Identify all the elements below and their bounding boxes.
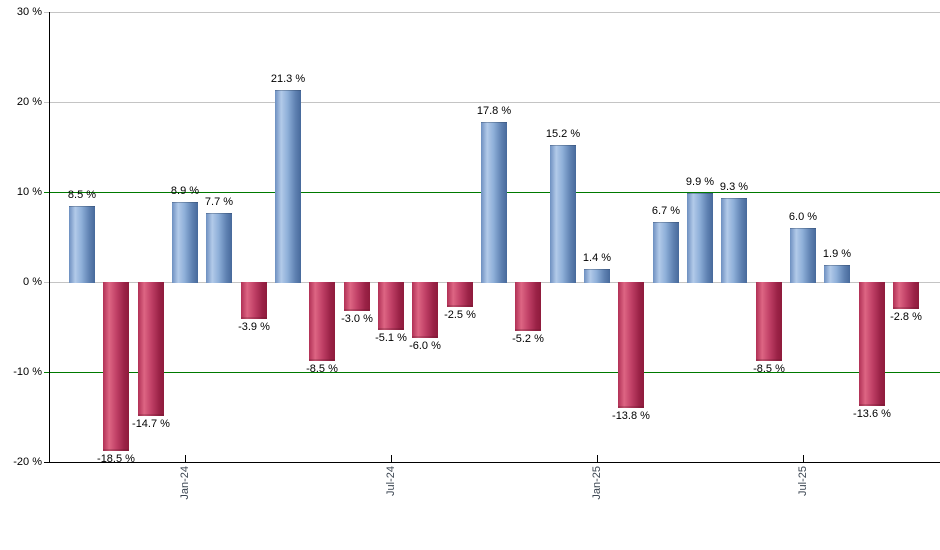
bar-18 <box>653 221 679 283</box>
bar-value-label-12: -2.5 % <box>444 308 476 321</box>
gridline-20 <box>44 102 940 103</box>
bar-value-label-6: -3.9 % <box>238 321 270 334</box>
x-tick-Jan-25 <box>597 455 598 463</box>
bar-13 <box>481 121 507 283</box>
bar-8 <box>309 282 335 361</box>
bar-value-label-17: -13.8 % <box>612 410 650 423</box>
x-axis-label-text: Jul-24 <box>385 466 397 496</box>
bar-25 <box>893 282 919 310</box>
bar-value-label-25: -2.8 % <box>890 311 922 324</box>
bar-value-label-14: -5.2 % <box>512 332 544 345</box>
bar-value-label-1: 8.5 % <box>67 188 97 201</box>
bar-value-label-21: -8.5 % <box>753 362 785 375</box>
x-axis-label-Jan-25: Jan-25 <box>583 466 611 512</box>
bar-value-label-19: 9.9 % <box>685 175 715 188</box>
bar-value-label-16: 1.4 % <box>582 252 612 265</box>
y-axis-label-20: 20 % <box>16 96 42 108</box>
bar-9 <box>344 282 370 311</box>
bar-23 <box>824 264 850 283</box>
bar-12 <box>447 282 473 307</box>
bar-1 <box>69 205 95 283</box>
bar-value-label-7: 21.3 % <box>270 73 306 86</box>
gridline-30 <box>44 12 940 13</box>
bar-value-label-15: 15.2 % <box>545 128 581 141</box>
bar-17 <box>618 282 644 409</box>
y-axis-label--20: -20 % <box>13 456 42 468</box>
y-axis-label-10: 10 % <box>16 186 42 198</box>
bar-value-label-24: -13.6 % <box>853 408 891 421</box>
y-axis-label-30: 30 % <box>16 6 42 18</box>
bar-value-label-8: -8.5 % <box>306 362 338 375</box>
bar-value-label-13: 17.8 % <box>476 104 512 117</box>
bar-value-label-23: 1.9 % <box>822 247 852 260</box>
bar-22 <box>790 228 816 283</box>
bar-value-label-20: 9.3 % <box>719 181 749 194</box>
bar-7 <box>275 90 301 283</box>
x-axis-line <box>49 462 940 463</box>
y-axis-label--10: -10 % <box>13 366 42 378</box>
bar-value-label-5: 7.7 % <box>204 195 234 208</box>
x-tick-Jul-24 <box>391 455 392 463</box>
bar-16 <box>584 269 610 283</box>
bar-10 <box>378 282 404 330</box>
x-axis-label-text: Jan-25 <box>591 466 603 500</box>
bar-value-label-18: 6.7 % <box>651 204 681 217</box>
bar-3 <box>138 282 164 417</box>
x-axis-label-Jul-24: Jul-24 <box>377 466 405 512</box>
bar-24 <box>859 282 885 407</box>
bar-19 <box>687 192 713 283</box>
y-axis-label-0: 0 % <box>23 276 42 288</box>
bar-4 <box>172 201 198 283</box>
bar-11 <box>412 282 438 338</box>
bar-21 <box>756 282 782 361</box>
bar-value-label-22: 6.0 % <box>788 211 818 223</box>
x-axis-label-Jul-25: Jul-25 <box>789 466 817 512</box>
y-tick-minus-20 <box>44 462 49 463</box>
bar-15 <box>550 145 576 283</box>
bar-2 <box>103 282 129 451</box>
gridline--10 <box>44 372 940 373</box>
bar-value-label-3: -14.7 % <box>132 418 170 431</box>
bar-value-label-9: -3.0 % <box>341 313 373 325</box>
x-tick-Jan-24 <box>185 455 186 463</box>
x-axis-label-text: Jan-24 <box>179 466 191 500</box>
bar-value-label-10: -5.1 % <box>375 331 407 344</box>
bar-6 <box>241 282 267 320</box>
x-tick-Jul-25 <box>803 455 804 463</box>
bar-20 <box>721 198 747 283</box>
y-axis-line <box>49 12 50 463</box>
x-axis-label-Jan-24: Jan-24 <box>171 466 199 512</box>
bar-14 <box>515 282 541 331</box>
bar-5 <box>206 212 232 283</box>
bar-value-label-11: -6.0 % <box>409 340 441 352</box>
bar-value-label-4: 8.9 % <box>170 184 200 197</box>
bar-value-label-2: -18.5 % <box>97 452 135 465</box>
x-axis-label-text: Jul-25 <box>797 466 809 496</box>
